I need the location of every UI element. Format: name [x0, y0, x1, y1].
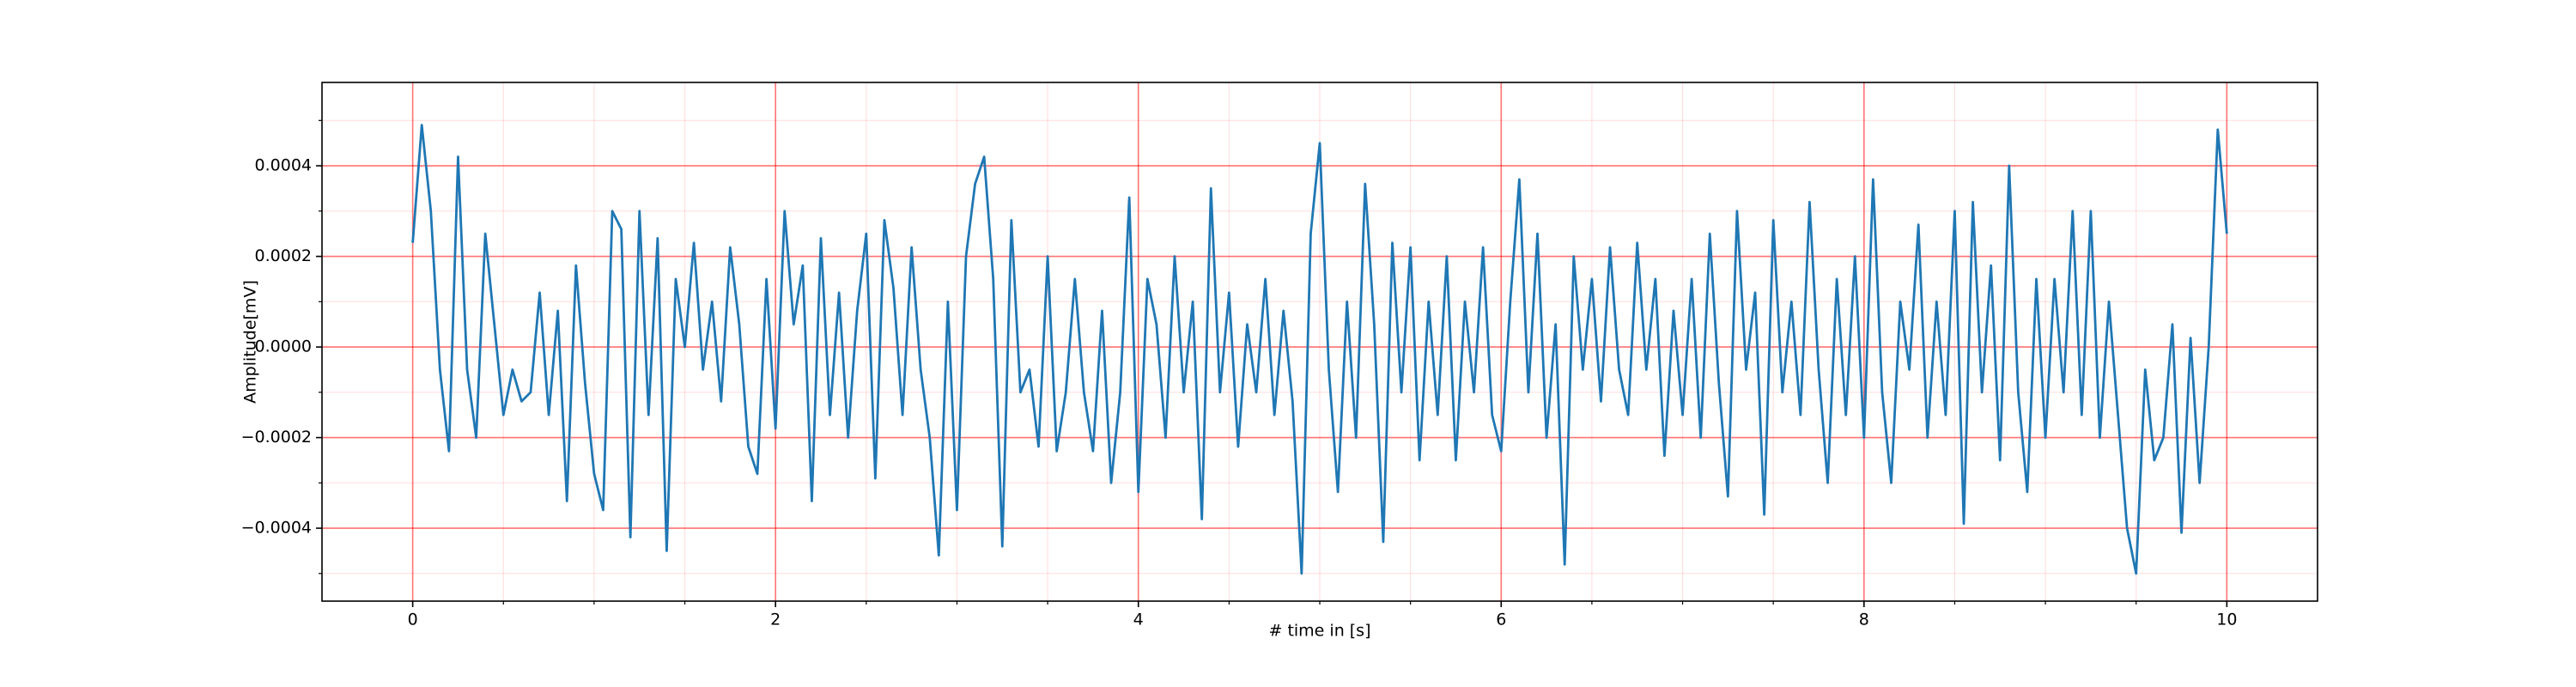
y-tick-label: 0.0004 [255, 156, 312, 175]
y-tick-label: 0.0002 [255, 246, 312, 265]
y-tick-label: 0.0000 [255, 337, 312, 356]
x-tick-label: 8 [1859, 611, 1869, 629]
x-axis-label: # time in [s] [1268, 622, 1370, 641]
y-tick-label: −0.0002 [241, 428, 312, 447]
x-tick-label: 2 [770, 611, 781, 629]
signal-line [411, 124, 2228, 575]
plot-area [411, 124, 2228, 575]
grid [322, 82, 2318, 601]
y-tick-label: −0.0004 [241, 519, 312, 538]
y-axis-label: Amplitude[mV] [241, 280, 260, 404]
x-tick-label: 0 [408, 611, 418, 629]
x-tick-label: 4 [1133, 611, 1144, 629]
x-tick-label: 6 [1496, 611, 1506, 629]
x-tick-label: 10 [2216, 611, 2237, 629]
